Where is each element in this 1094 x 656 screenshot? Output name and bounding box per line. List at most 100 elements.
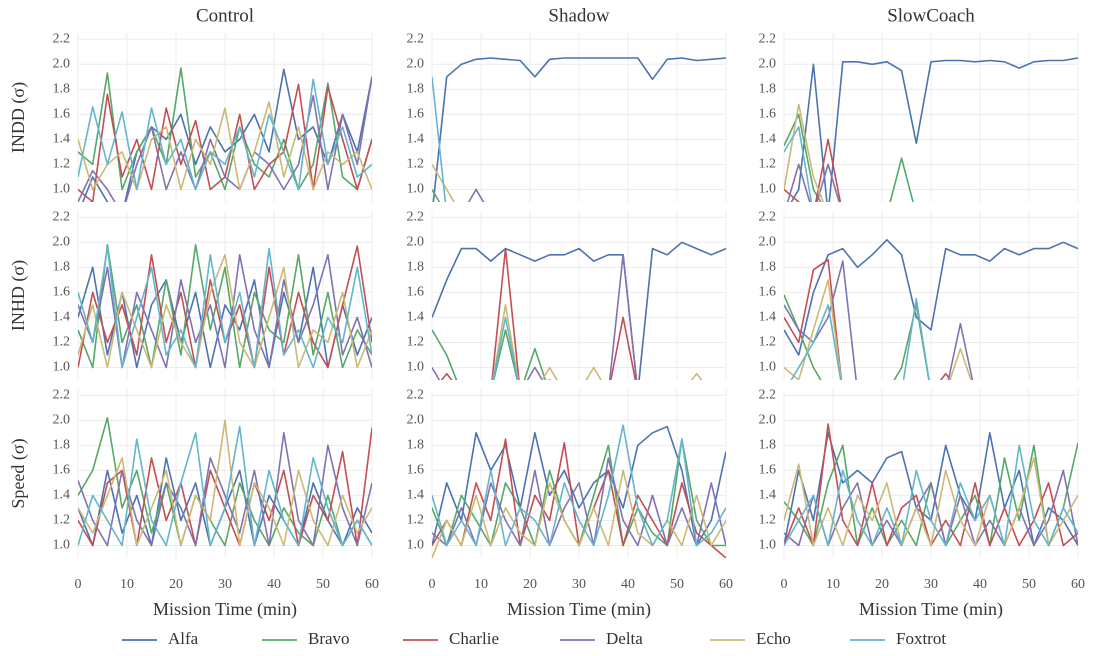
y-tick-label: 1.8 <box>407 260 425 275</box>
legend-label: Delta <box>606 629 643 648</box>
y-tick-label: 1.2 <box>759 335 777 350</box>
y-tick-label: 1.6 <box>407 463 425 478</box>
y-tick-label: 2.0 <box>53 413 71 428</box>
series-line <box>82 68 372 202</box>
y-tick-label: 2.2 <box>407 387 425 402</box>
x-tick-label: 40 <box>973 577 987 592</box>
legend-label: Bravo <box>308 629 350 648</box>
x-tick-label: 30 <box>924 577 938 592</box>
legend-label: Foxtrot <box>896 629 946 648</box>
y-tick-label: 1.2 <box>759 513 777 528</box>
series-line <box>784 469 1078 547</box>
y-tick-label: 1.8 <box>759 260 777 275</box>
series-line <box>78 78 372 191</box>
y-tick-label: 1.8 <box>407 438 425 453</box>
x-tick-label: 0 <box>75 577 82 592</box>
y-tick-label: 1.4 <box>759 488 777 503</box>
y-tick-label: 2.2 <box>407 209 425 224</box>
series-line <box>784 138 842 202</box>
x-tick-label: 30 <box>218 577 232 592</box>
y-tick-label: 1.2 <box>407 513 425 528</box>
y-tick-label: 2.2 <box>53 209 71 224</box>
y-tick-label: 2.0 <box>759 57 777 72</box>
x-tick-label: 20 <box>875 577 889 592</box>
column-title: Control <box>196 5 254 26</box>
y-tick-label: 1.6 <box>53 107 71 122</box>
y-tick-label: 1.2 <box>407 157 425 172</box>
series-line <box>78 244 372 369</box>
y-tick-label: 1.6 <box>759 107 777 122</box>
x-tick-label: 10 <box>474 577 488 592</box>
y-tick-label: 1.8 <box>407 82 425 97</box>
series-line <box>784 259 952 380</box>
panel <box>784 57 1078 202</box>
y-tick-label: 2.2 <box>53 31 71 46</box>
series-line <box>432 457 726 547</box>
x-tick-label: 0 <box>429 577 436 592</box>
y-tick-label: 1.6 <box>53 463 71 478</box>
y-tick-label: 2.2 <box>759 209 777 224</box>
y-tick-label: 2.0 <box>407 57 425 72</box>
x-tick-label: 50 <box>670 577 684 592</box>
y-tick-label: 1.2 <box>407 335 425 350</box>
y-tick-label: 1.6 <box>407 285 425 300</box>
y-tick-label: 2.0 <box>407 235 425 250</box>
x-tick-label: 10 <box>826 577 840 592</box>
panel <box>432 424 726 558</box>
y-tick-label: 1.4 <box>407 132 425 147</box>
series-line <box>432 425 726 547</box>
series-line <box>432 241 726 380</box>
series-line <box>78 246 372 369</box>
series-line <box>78 425 372 547</box>
series-line <box>78 254 372 369</box>
y-tick-label: 1.8 <box>53 438 71 453</box>
series-line <box>784 279 972 380</box>
y-tick-label: 1.4 <box>53 310 71 325</box>
panel <box>78 244 372 369</box>
x-tick-label: 60 <box>1071 577 1085 592</box>
y-tick-label: 1.0 <box>53 360 71 375</box>
y-tick-label: 1.8 <box>759 82 777 97</box>
y-tick-label: 1.0 <box>407 538 425 553</box>
series-line <box>784 239 1078 356</box>
y-tick-label: 1.8 <box>759 438 777 453</box>
series-line <box>78 101 372 191</box>
legend-label: Charlie <box>449 629 499 648</box>
y-tick-label: 1.6 <box>759 285 777 300</box>
series-line <box>78 76 372 202</box>
panel <box>784 423 1078 547</box>
y-tick-label: 1.4 <box>407 488 425 503</box>
y-tick-label: 1.4 <box>759 310 777 325</box>
x-tick-label: 60 <box>719 577 733 592</box>
y-tick-label: 1.4 <box>53 132 71 147</box>
series-line <box>432 424 726 547</box>
y-tick-label: 2.2 <box>407 31 425 46</box>
series-line <box>790 297 930 380</box>
panel <box>432 57 726 202</box>
x-tick-label: 0 <box>781 577 788 592</box>
y-tick-label: 2.0 <box>53 235 71 250</box>
series-line <box>467 188 485 202</box>
y-axis-label: INDD (σ) <box>8 82 29 153</box>
x-tick-label: 40 <box>621 577 635 592</box>
series-line <box>432 57 726 202</box>
x-tick-label: 40 <box>267 577 281 592</box>
y-tick-label: 2.2 <box>53 387 71 402</box>
series-line <box>786 163 840 202</box>
y-tick-label: 1.4 <box>407 310 425 325</box>
y-tick-label: 1.0 <box>53 538 71 553</box>
y-tick-label: 1.8 <box>53 260 71 275</box>
y-tick-label: 2.2 <box>759 387 777 402</box>
legend-label: Echo <box>756 629 791 648</box>
y-tick-label: 1.6 <box>759 463 777 478</box>
x-axis-label: Mission Time (min) <box>153 599 297 620</box>
y-tick-label: 1.0 <box>407 182 425 197</box>
y-tick-label: 1.0 <box>759 182 777 197</box>
panel <box>78 417 372 547</box>
x-tick-label: 20 <box>169 577 183 592</box>
series-line <box>78 419 372 547</box>
x-tick-label: 50 <box>1022 577 1036 592</box>
legend-label: Alfa <box>168 629 199 648</box>
x-tick-label: 30 <box>572 577 586 592</box>
series-line <box>784 260 974 380</box>
